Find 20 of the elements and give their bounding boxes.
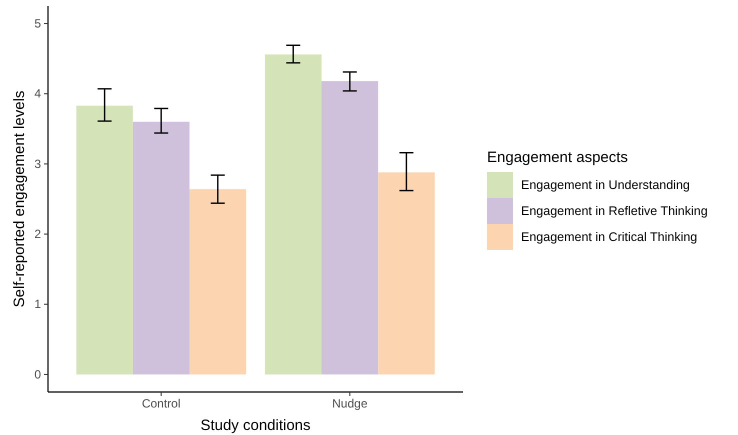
- x-tick-label: Nudge: [332, 396, 368, 411]
- legend-label: Engagement in Critical Thinking: [521, 230, 698, 244]
- y-tick-label: 1: [34, 297, 42, 312]
- y-tick-label: 3: [34, 156, 42, 171]
- x-axis-title: Study conditions: [200, 417, 311, 434]
- bar: [189, 189, 246, 374]
- legend-title: Engagement aspects: [487, 149, 628, 166]
- y-tick-label: 0: [34, 367, 42, 382]
- y-tick-label: 5: [34, 16, 42, 30]
- y-tick-label: 2: [34, 226, 42, 241]
- bar: [322, 81, 378, 374]
- y-axis-title: Self-reported engagement levels: [11, 90, 28, 308]
- legend-label: Engagement in Refletive Thinking: [521, 204, 708, 218]
- y-tick-label: 4: [34, 86, 42, 101]
- bar: [264, 54, 322, 374]
- bar: [378, 172, 435, 374]
- legend-label: Engagement in Understanding: [521, 178, 690, 192]
- x-tick-label: Control: [142, 396, 181, 411]
- bar: [76, 106, 133, 374]
- bar: [132, 122, 190, 374]
